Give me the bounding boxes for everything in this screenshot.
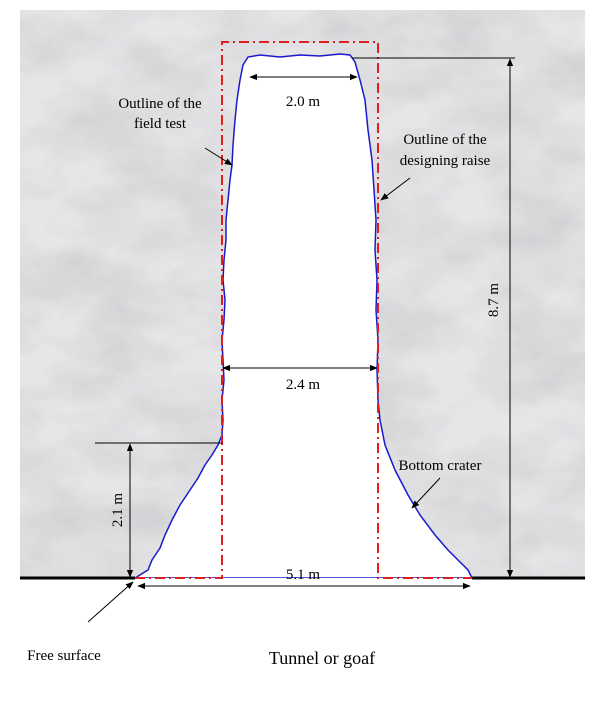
dim-label: 8.7 m	[486, 283, 502, 318]
pointer	[204, 147, 233, 166]
pointer	[411, 477, 441, 509]
label: Free surface	[27, 648, 101, 664]
label: designing raise	[400, 153, 491, 169]
pointer	[87, 581, 134, 623]
field-test-outline	[132, 53, 474, 579]
label: Outline of the	[118, 96, 202, 112]
label: Bottom crater	[399, 458, 482, 474]
label: field test	[134, 116, 187, 132]
dim-label: 2.4 m	[286, 377, 321, 393]
dim-label: 2.1 m	[110, 493, 126, 528]
designing-raise-outline	[135, 41, 472, 579]
label: Tunnel or goaf	[269, 648, 375, 668]
dim-label: 2.0 m	[286, 94, 321, 110]
label: Outline of the	[403, 132, 487, 148]
pointer	[380, 177, 411, 201]
dim-label: 5.1 m	[286, 567, 321, 583]
below-ground	[0, 578, 598, 707]
